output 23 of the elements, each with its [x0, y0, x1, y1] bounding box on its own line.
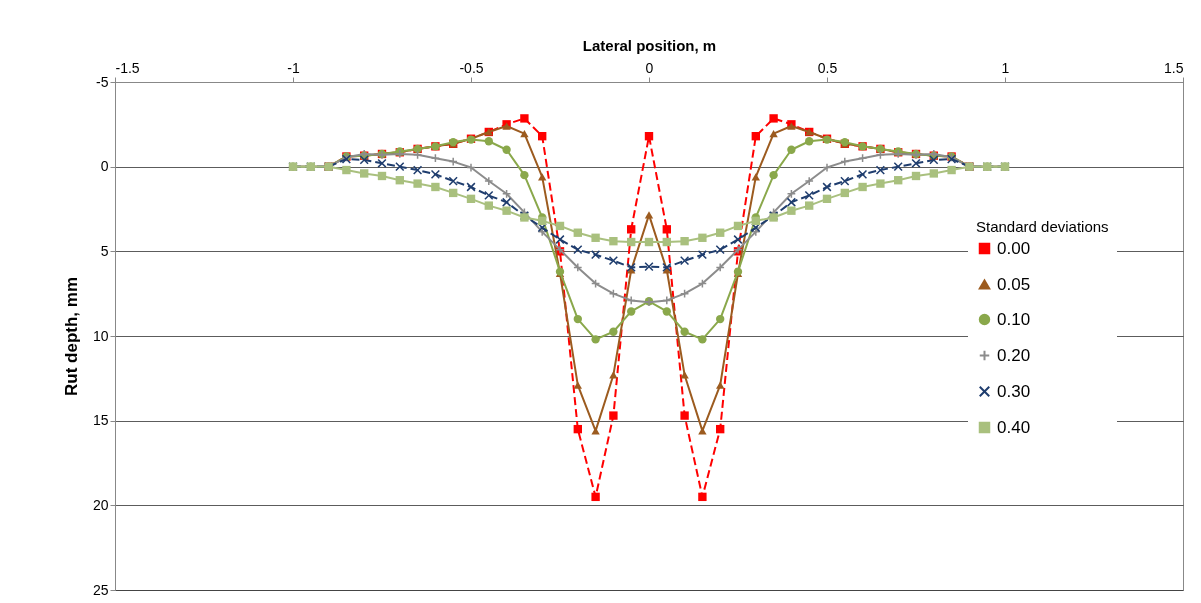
legend-label: 0.40 [997, 417, 1031, 437]
y-tick-label: -5 [96, 73, 109, 90]
y-axis-title: Rut depth, mm [61, 277, 81, 396]
y-tick-label: 15 [92, 412, 109, 429]
x-tick-label: 0.5 [817, 59, 838, 76]
x-axis-title: Lateral position, m [582, 36, 717, 54]
legend-label: 0.20 [997, 345, 1031, 365]
y-tick-label: 25 [92, 581, 109, 598]
y-tick-label: 10 [92, 327, 109, 344]
x-tick-label: -1 [287, 59, 300, 76]
legend-label: 0.30 [997, 381, 1031, 401]
x-tick-label: 1 [1001, 59, 1010, 76]
legend-title: Standard deviations [976, 218, 1109, 235]
x-tick-label: 0 [645, 59, 654, 76]
y-tick-label: 5 [100, 242, 109, 259]
x-tick-label: -0.5 [459, 59, 484, 76]
legend-label: 0.05 [997, 274, 1031, 294]
y-tick-label: 20 [92, 496, 109, 513]
legend-label: 0.10 [997, 309, 1031, 329]
x-tick-label: -1.5 [115, 59, 140, 76]
y-tick-label: 0 [100, 158, 109, 175]
x-tick-label: 1.5 [1164, 59, 1184, 76]
legend-label: 0.00 [997, 238, 1031, 258]
